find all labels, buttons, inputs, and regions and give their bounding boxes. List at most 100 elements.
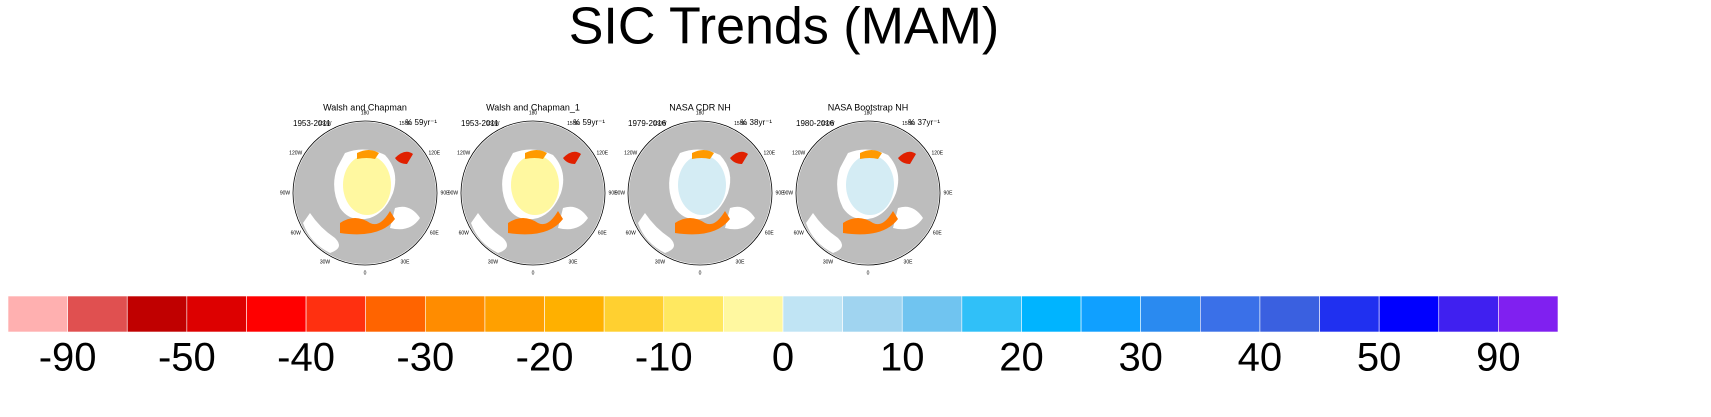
colorbar-label: 90 bbox=[1476, 336, 1521, 380]
colorbar-swatch bbox=[961, 295, 1022, 333]
lon-label: 90E bbox=[441, 190, 451, 196]
lon-label: 90E bbox=[944, 190, 954, 196]
panel-title: Walsh and Chapman bbox=[323, 102, 407, 112]
lon-label: 60W bbox=[459, 230, 470, 236]
sea-ice-trend bbox=[340, 211, 395, 235]
lon-label: 30W bbox=[320, 260, 331, 266]
colorbar-swatch bbox=[126, 295, 188, 333]
colorbar-swatch bbox=[1319, 295, 1380, 333]
panel-trend: % 38yr⁻¹ bbox=[740, 118, 772, 127]
sea-ice-trend bbox=[511, 155, 559, 215]
sea-ice-trend bbox=[563, 151, 581, 164]
colorbar-swatch bbox=[67, 295, 128, 333]
colorbar-swatch bbox=[186, 295, 247, 333]
lon-label: 180 bbox=[361, 110, 370, 116]
lon-label: 0 bbox=[532, 270, 535, 276]
lon-label: 180 bbox=[864, 110, 873, 116]
lon-label: 120W bbox=[792, 150, 805, 156]
lon-label: 30W bbox=[655, 260, 666, 266]
lon-label: 120W bbox=[289, 150, 302, 156]
lon-label: 90W bbox=[280, 190, 291, 196]
colorbar-label: -10 bbox=[635, 336, 693, 380]
map-panel: NASA Bootstrap NH 1980-2016 % 37yr⁻¹ 180 150… bbox=[783, 102, 953, 276]
colorbar-swatch bbox=[723, 295, 784, 333]
colorbar-swatch bbox=[544, 295, 605, 333]
lon-label: 0 bbox=[364, 270, 367, 276]
lon-label: 60W bbox=[291, 230, 302, 236]
colorbar-swatch bbox=[305, 295, 366, 333]
lon-label: 120E bbox=[428, 150, 440, 156]
sea-ice-trend bbox=[508, 211, 563, 235]
colorbar-label: 20 bbox=[999, 336, 1044, 380]
lon-label: 120E bbox=[596, 150, 608, 156]
colorbar-swatch bbox=[1498, 295, 1559, 333]
colorbar-label: 40 bbox=[1238, 336, 1283, 380]
sea-ice-trend bbox=[357, 150, 379, 159]
lon-label: 180 bbox=[529, 110, 538, 116]
colorbar-swatch bbox=[1259, 295, 1320, 333]
sea-ice-trend bbox=[395, 151, 413, 164]
panel-trend: % 59yr⁻¹ bbox=[573, 118, 605, 127]
lon-label: 150W bbox=[821, 121, 834, 127]
lon-label: 90E bbox=[609, 190, 619, 196]
colorbar-label: 0 bbox=[772, 336, 794, 380]
panel-period: 1980-2016 bbox=[796, 119, 835, 128]
panel-title: Walsh and Chapman_1 bbox=[486, 102, 580, 112]
lon-label: 150E bbox=[399, 121, 411, 127]
lon-label: 150E bbox=[734, 121, 746, 127]
colorbar-label: 50 bbox=[1357, 336, 1402, 380]
colorbar-swatch bbox=[484, 295, 545, 333]
lon-label: 90W bbox=[615, 190, 626, 196]
colorbar-swatch bbox=[1378, 295, 1440, 333]
panel-title: NASA CDR NH bbox=[669, 102, 731, 112]
map-panel: Walsh and Chapman 1953-2011 % 59yr⁻¹ 180 150… bbox=[280, 102, 450, 276]
sea-ice-trend bbox=[843, 211, 898, 235]
lon-label: 60W bbox=[626, 230, 637, 236]
lon-label: 150E bbox=[902, 121, 914, 127]
colorbar-label: -90 bbox=[39, 336, 97, 380]
lon-label: 150W bbox=[653, 121, 666, 127]
lon-label: 60E bbox=[430, 230, 440, 236]
lon-label: 60E bbox=[765, 230, 775, 236]
map-border bbox=[292, 120, 438, 266]
lon-label: 60W bbox=[794, 230, 805, 236]
lon-label: 120E bbox=[931, 150, 943, 156]
lon-label: 150E bbox=[567, 121, 579, 127]
lon-label: 30W bbox=[823, 260, 834, 266]
colorbar-swatch bbox=[246, 295, 307, 333]
colorbar-swatch bbox=[425, 295, 486, 333]
colorbar-swatch bbox=[365, 295, 426, 333]
lon-label: 90W bbox=[448, 190, 459, 196]
lon-label: 60E bbox=[933, 230, 943, 236]
colorbar-label: -20 bbox=[516, 336, 574, 380]
colorbar-swatch bbox=[1080, 295, 1141, 333]
panel-trend: % 37yr⁻¹ bbox=[908, 118, 940, 127]
map-border bbox=[795, 120, 941, 266]
lon-label: 120E bbox=[763, 150, 775, 156]
lon-label: 30E bbox=[401, 260, 411, 266]
map-border bbox=[627, 120, 773, 266]
colorbar-swatch bbox=[1021, 295, 1082, 333]
sea-ice-trend bbox=[343, 155, 391, 215]
panel-period: 1953-2011 bbox=[293, 119, 331, 128]
lon-label: 60E bbox=[598, 230, 608, 236]
sea-ice-trend bbox=[730, 151, 748, 164]
lon-label: 150W bbox=[486, 121, 499, 127]
panel-period: 1953-2011 bbox=[461, 119, 499, 128]
panel-title: NASA Bootstrap NH bbox=[828, 102, 909, 112]
lon-label: 0 bbox=[699, 270, 702, 276]
lon-label: 120W bbox=[457, 150, 470, 156]
lon-label: 90E bbox=[776, 190, 786, 196]
sea-ice-trend bbox=[846, 155, 894, 215]
lon-label: 180 bbox=[696, 110, 705, 116]
lon-label: 90W bbox=[783, 190, 794, 196]
colorbar-swatch bbox=[603, 295, 665, 333]
title: SIC Trends (MAM) bbox=[569, 0, 1000, 56]
colorbar-label: -50 bbox=[158, 336, 216, 380]
colorbar-swatch bbox=[1140, 295, 1201, 333]
sea-ice-trend bbox=[678, 155, 726, 215]
colorbar-label: 10 bbox=[880, 336, 925, 380]
lon-label: 30E bbox=[569, 260, 579, 266]
colorbar-swatch bbox=[7, 295, 68, 333]
